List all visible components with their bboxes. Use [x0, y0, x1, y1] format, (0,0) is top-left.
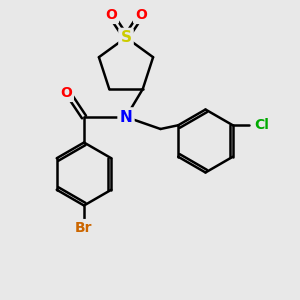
Text: N: N — [120, 110, 132, 124]
Text: O: O — [60, 86, 72, 100]
Text: O: O — [105, 8, 117, 22]
Text: S: S — [121, 30, 131, 45]
Text: O: O — [135, 8, 147, 22]
Text: Br: Br — [75, 221, 93, 235]
Text: Cl: Cl — [254, 118, 269, 132]
